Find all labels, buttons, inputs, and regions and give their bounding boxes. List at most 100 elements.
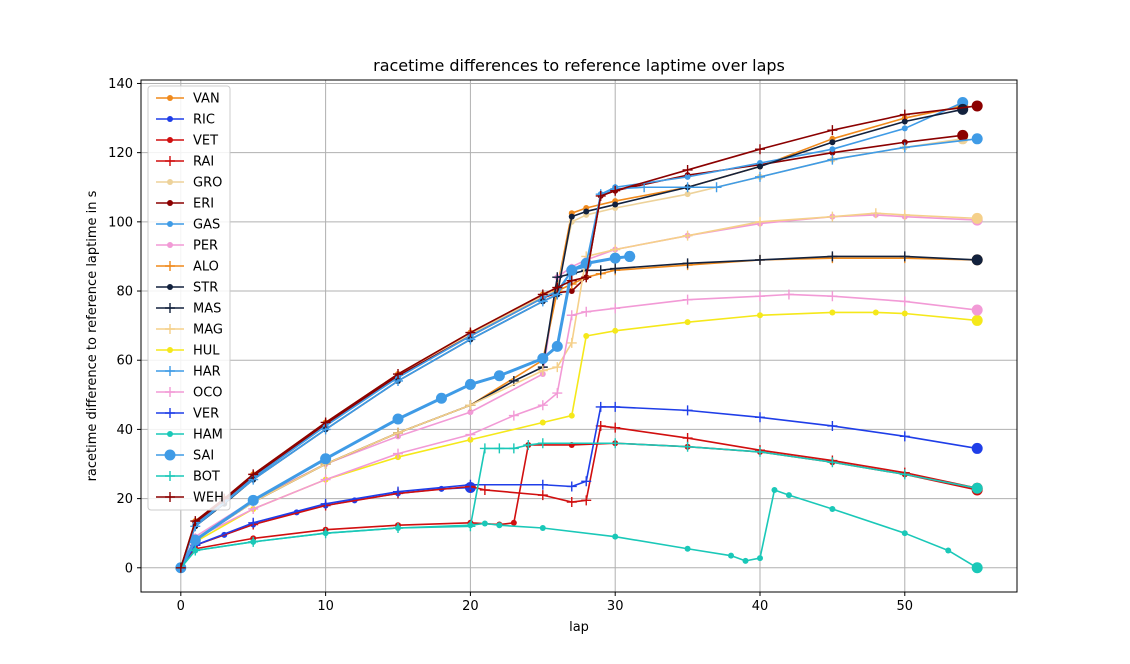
data-point-mas [595,265,606,276]
y-axis-label: racetime difference to reference laptime… [85,190,100,481]
data-point-har [827,154,838,165]
legend-label-weh: WEH [193,491,224,506]
data-point-oco [610,303,621,314]
end-marker-mag [971,212,983,224]
data-point-bot [248,536,259,547]
data-point-rai [581,495,592,506]
data-point-sai [189,534,201,546]
data-point-hul [568,412,575,419]
data-point-bot [682,441,693,452]
data-point-ver [827,420,838,431]
legend-marker-eri [167,200,173,206]
data-point-ham [901,530,908,537]
end-marker-weh [971,100,983,112]
legend-label-bot: BOT [193,470,220,485]
data-point-har [711,182,722,193]
data-point-hul [901,310,908,317]
data-point-sai [320,453,332,465]
data-point-gas [901,125,908,132]
legend-entry-bot: BOT [156,470,220,485]
data-point-oco [320,474,331,485]
x-tick-label: 40 [752,599,769,614]
data-point-har [682,182,693,193]
data-point-rai [610,422,621,433]
data-point-mag [754,216,765,227]
legend-label-str: STR [193,281,218,296]
y-tick-label: 20 [116,492,133,507]
legend-label-oco: OCO [193,386,223,401]
data-point-weh [566,275,577,286]
data-point-rai [682,433,693,444]
data-point-weh [899,109,910,120]
data-point-bot [827,457,838,468]
legend-label-sai: SAI [193,449,214,464]
y-tick-label: 140 [108,77,133,92]
chart-title: racetime differences to reference laptim… [373,56,785,75]
legend-entry-har: HAR [156,365,221,380]
legend-entry-ver: VER [156,407,219,422]
data-point-hul [539,419,546,426]
x-axis-label: lap [569,620,589,635]
data-point-weh [190,516,201,527]
data-point-gas [684,173,691,180]
legend-marker-sai [164,449,176,461]
series-ver [175,401,983,573]
y-tick-label: 80 [116,285,133,300]
data-point-weh [610,185,621,196]
data-point-hul [612,327,619,334]
data-point-str [756,163,763,170]
data-point-str [829,139,836,146]
data-point-mag [566,337,577,348]
data-point-ver [754,412,765,423]
legend-label-ric: RIC [193,113,215,128]
data-point-bot [754,446,765,457]
data-point-vet [510,519,517,526]
data-point-oco [899,296,910,307]
data-point-bot [190,545,201,556]
data-point-sai [247,494,259,506]
legend-label-gas: GAS [193,218,220,233]
data-point-sai [609,252,621,264]
legend-marker-bot [165,471,175,481]
data-point-oco [552,388,563,399]
data-point-ham [945,547,952,554]
y-tick-label: 40 [116,423,133,438]
data-point-bot [537,438,548,449]
data-point-weh [581,272,592,283]
data-point-rai [566,497,577,508]
data-point-mas [827,251,838,262]
end-marker-sai [624,250,636,262]
series-line-weh [180,105,978,569]
data-point-hul [467,436,474,443]
data-point-mas [552,272,563,283]
data-point-oco [827,291,838,302]
data-point-bot [393,523,404,533]
end-marker-eri [957,129,969,141]
data-point-str [901,118,908,125]
data-point-sai [392,413,404,425]
legend-entry-alo: ALO [156,260,219,275]
legend-marker-gas [167,221,173,227]
data-point-har [639,182,650,193]
data-point-ver [320,498,331,509]
x-tick-label: 20 [462,599,479,614]
data-point-ham [539,525,546,531]
data-point-bot [494,443,505,454]
series-sai [175,250,636,574]
data-point-ham [612,533,619,540]
legend-label-rai: RAI [193,155,214,170]
legend-marker-oco [165,387,175,397]
data-point-oco [754,291,765,302]
data-point-oco [537,400,548,411]
data-point-ham [829,505,836,512]
data-point-sai [435,392,447,404]
legend-label-ver: VER [193,407,219,422]
data-point-mas [610,263,621,274]
data-point-weh [595,190,606,201]
data-point-hul [684,319,691,326]
legend: VAN RIC VET RAI GRO ERI GAS PER ALO STR MAS MAG HUL H… [147,85,231,511]
data-point-ver [682,405,693,416]
end-marker-str [957,103,969,115]
legend-entry-per: PER [156,239,218,254]
